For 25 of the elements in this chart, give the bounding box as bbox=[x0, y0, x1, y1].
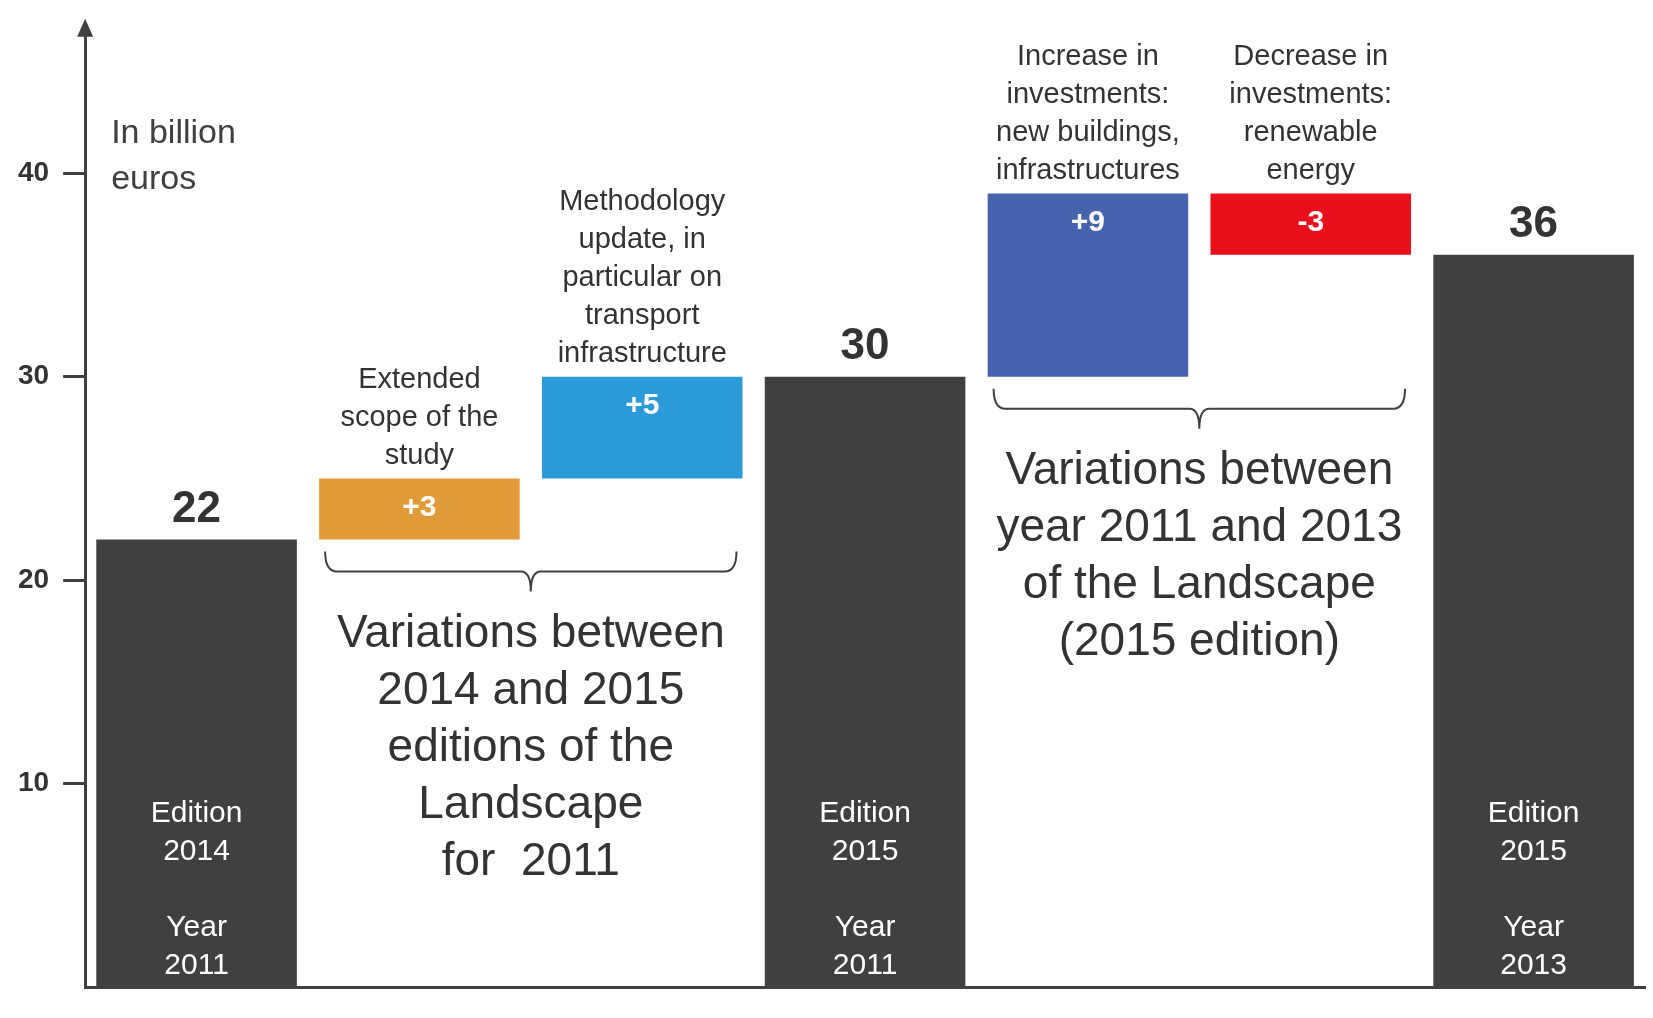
data-label: 30 bbox=[840, 318, 890, 368]
annotation: Variations between 2014 and 2015 editions of the Landscape for 2011 bbox=[336, 605, 725, 886]
data-label: +5 bbox=[625, 387, 660, 420]
data-label: 36 bbox=[1509, 196, 1559, 246]
bar bbox=[987, 193, 1189, 377]
bar bbox=[541, 376, 743, 479]
category-label: Edition 2015 Year 2013 bbox=[1487, 795, 1580, 981]
bar bbox=[319, 478, 520, 540]
y-tick-label: 30 bbox=[17, 359, 50, 391]
y-tick-label: 20 bbox=[17, 562, 50, 594]
y-axis-title: In billion euros bbox=[111, 111, 236, 196]
data-label: -3 bbox=[1297, 203, 1325, 237]
x-tick-label: Increase in investments: new buildings, infrastructures bbox=[996, 39, 1180, 186]
y-tick-label: 10 bbox=[17, 766, 50, 798]
category-label: Edition 2015 Year 2011 bbox=[819, 795, 911, 981]
y-tick-label: 40 bbox=[17, 155, 50, 187]
data-label: 22 bbox=[172, 481, 222, 531]
bar bbox=[1210, 193, 1412, 255]
x-tick-label: Methodology update, in particular on transport infrastructure bbox=[557, 184, 727, 369]
annotation: Variations between year 2011 and 2013 of the Landscape (2015 edition) bbox=[996, 442, 1403, 666]
category-label: Edition 2014 Year 2011 bbox=[150, 795, 243, 981]
data-label: +3 bbox=[402, 488, 437, 522]
x-tick-label: Decrease in investments: renewable energy bbox=[1229, 39, 1393, 186]
x-tick-label: Extended scope of the study bbox=[340, 361, 499, 470]
data-label: +9 bbox=[1070, 203, 1106, 237]
